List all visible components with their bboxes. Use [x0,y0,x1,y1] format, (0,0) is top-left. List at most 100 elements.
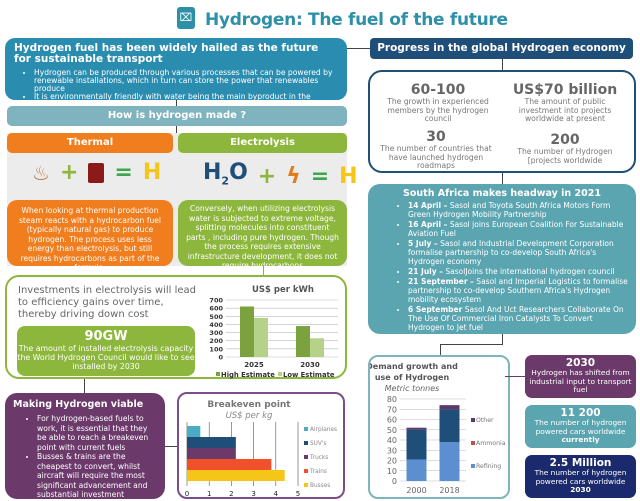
stat-desc: The number of countries that have launch… [380,144,492,170]
capacity-value: 90GW [84,329,128,344]
bar-low-estimate [310,338,324,357]
fact-card: 11 200 The number of hydrogen powered car… [525,405,636,448]
fact-card: 2.5 Million The number of hydrogen powere… [525,455,636,498]
thermal-description: When looking at thermal production steam… [7,200,173,272]
stat-item: 30 The number of countries that have laun… [372,129,500,171]
bar-refining [406,459,427,481]
stat-value: 60-100 [410,82,466,98]
chart-title-line: Demand growth and [370,362,458,371]
timeline-text: Sasol and Imperial Logistics to formalis… [408,277,628,304]
legend-label: Airplanes [310,427,337,433]
y-tick-label: 40 [387,436,397,445]
x-tick-label: 1 [207,490,211,498]
fact-emphasis: currently [561,435,600,444]
bar-low-estimate [254,317,268,357]
legend-label: SUV's [310,441,327,447]
lightning-icon: ϟ [286,164,301,190]
steam-bath-icon: ♨ [32,161,50,185]
intro-heading: Hydrogen fuel has been widely hailed as … [14,42,319,65]
legend-label: High Estimate [221,371,275,379]
y-tick-label: 80 [387,395,397,404]
bar-other [406,427,427,430]
fact-emphasis: 2030 [570,485,591,494]
h-letter: H [203,160,222,185]
legend-swatch [304,427,308,431]
stat-desc: The number of Hydrogen [projects worldwi… [517,147,613,165]
o-letter: O [229,160,248,185]
timeline-date: 21 July – [408,267,443,276]
legend-swatch [471,441,475,445]
chart-title: US$ per kWh [252,285,314,295]
timeline-date: 21 September – [408,277,474,286]
viability-heading: Making Hydrogen viable [13,399,144,410]
x-tick-label: 2 [229,490,233,498]
chart-title-line: use of Hydrogen [375,373,450,382]
x-tick-label: 2030 [300,361,320,369]
timeline-item: 6 September Sasol And Uct Researchers Co… [408,305,628,332]
fuel-can-icon [88,163,105,183]
legend-swatch [304,469,308,473]
x-tick-label: 3 [251,490,255,498]
legend-swatch [304,441,308,445]
fact-desc: The number of hydrogen powered cars worl… [534,468,627,486]
x-tick-label: 4 [274,490,279,498]
timeline-text: Sasol and Industrial Development Corpora… [408,239,614,266]
fact-desc: Hydrogen has shifted from industrial inp… [529,368,632,394]
legend-label: Busses [310,483,330,489]
capacity-callout: 90GW The amount of installed electrolysi… [17,326,195,376]
timeline-item: 14 April – Sasol and Toyota South Africa… [408,201,628,219]
stat-desc: The growth in experienced members by the… [387,97,489,123]
page-title: Hydrogen: The fuel of the future [205,10,508,30]
timeline-text: Sasol and Toyota South Africa Motors For… [408,201,611,219]
legend-swatch [304,483,308,487]
timeline-item: 21 September – Sasol and Imperial Logist… [408,277,628,304]
electrolysis-description: Conversely, when utilizing electrolysis … [178,200,347,270]
y-tick-label: 200 [209,337,223,345]
timeline-date: 16 April – [408,220,448,229]
stat-item: 60-100 The growth in experienced members … [378,82,498,124]
breakeven-box [177,392,345,499]
legend-label: Low Estimate [283,371,335,379]
intro-bullet: Hydrogen can be produced through various… [34,69,338,93]
legend-swatch [304,455,308,459]
stats-box: 60-100 The growth in experienced members … [368,70,636,173]
bar-high-estimate [296,326,310,357]
timeline-item: 21 July – SasolJoins the international h… [408,267,628,276]
fact-card: 2030 Hydrogen has shifted from industrial… [525,355,636,398]
legend-label: Ammonia [476,440,506,447]
capacity-desc: The amount of installed electrolysis cap… [17,344,195,371]
fact-value: 11 200 [560,407,601,419]
y-tick-label: 600 [209,305,223,313]
stat-desc: The amount of public investment into pro… [518,97,612,123]
electrolysis-header: Electrolysis [178,133,347,153]
viability-box: Making Hydrogen viable For hydrogen-base… [5,393,165,499]
demand-box [368,355,510,499]
legend-swatch [278,372,282,376]
timeline-date: 14 April – [408,201,448,210]
bar-ammonia [406,429,427,460]
y-tick-label: 60 [387,416,397,425]
y-tick-label: 500 [209,313,223,321]
x-tick-label: 5 [296,490,300,498]
water-formula: H2O [203,160,248,194]
y-tick-label: 300 [209,329,223,337]
thermal-header: Thermal [7,133,173,153]
investment-text: Investments in electrolysis will lead to… [18,285,197,320]
bar-suvs [187,437,236,448]
hydrogen-symbol: H [339,164,358,190]
viability-bullet: For hydrogen-based fuels to work, it is … [37,414,157,452]
chart-subtitle: Metric tonnes [385,384,440,393]
south-africa-box: South Africa makes headway in 2021 14 Ap… [368,184,636,334]
legend-swatch [471,464,475,468]
stat-value: 30 [426,129,446,145]
legend-label: Trucks [309,455,328,461]
subscript-two: 2 [221,174,230,188]
y-tick-label: 100 [209,345,223,353]
stat-value: US$70 billion [512,82,618,98]
y-tick-label: 30 [387,446,397,455]
y-tick-label: 50 [387,426,397,435]
bar-busses [187,470,285,481]
legend-swatch [216,372,220,376]
intro-box: Hydrogen fuel has been widely hailed as … [5,38,347,109]
